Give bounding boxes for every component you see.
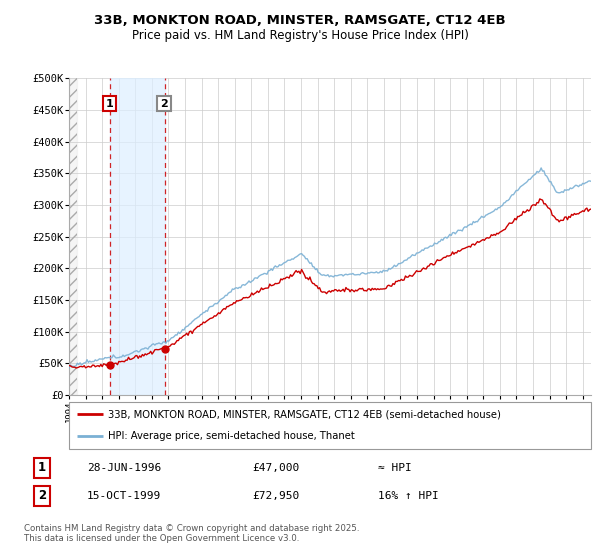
Text: HPI: Average price, semi-detached house, Thanet: HPI: Average price, semi-detached house,… [108,431,355,441]
Text: 1: 1 [38,461,46,474]
Text: 1: 1 [106,99,113,109]
FancyBboxPatch shape [69,402,591,449]
Text: 2: 2 [38,489,46,502]
Bar [110,78,165,395]
Text: 28-JUN-1996: 28-JUN-1996 [87,463,161,473]
Text: Price paid vs. HM Land Registry's House Price Index (HPI): Price paid vs. HM Land Registry's House … [131,29,469,42]
Text: ≈ HPI: ≈ HPI [378,463,412,473]
Text: £72,950: £72,950 [252,491,299,501]
Text: Contains HM Land Registry data © Crown copyright and database right 2025.
This d: Contains HM Land Registry data © Crown c… [24,524,359,543]
Text: 2: 2 [160,99,168,109]
Text: £47,000: £47,000 [252,463,299,473]
Text: 16% ↑ HPI: 16% ↑ HPI [378,491,439,501]
Bar [69,78,77,395]
Text: 15-OCT-1999: 15-OCT-1999 [87,491,161,501]
Bar [69,78,77,395]
Text: 33B, MONKTON ROAD, MINSTER, RAMSGATE, CT12 4EB (semi-detached house): 33B, MONKTON ROAD, MINSTER, RAMSGATE, CT… [108,409,501,419]
Text: 33B, MONKTON ROAD, MINSTER, RAMSGATE, CT12 4EB: 33B, MONKTON ROAD, MINSTER, RAMSGATE, CT… [94,14,506,27]
